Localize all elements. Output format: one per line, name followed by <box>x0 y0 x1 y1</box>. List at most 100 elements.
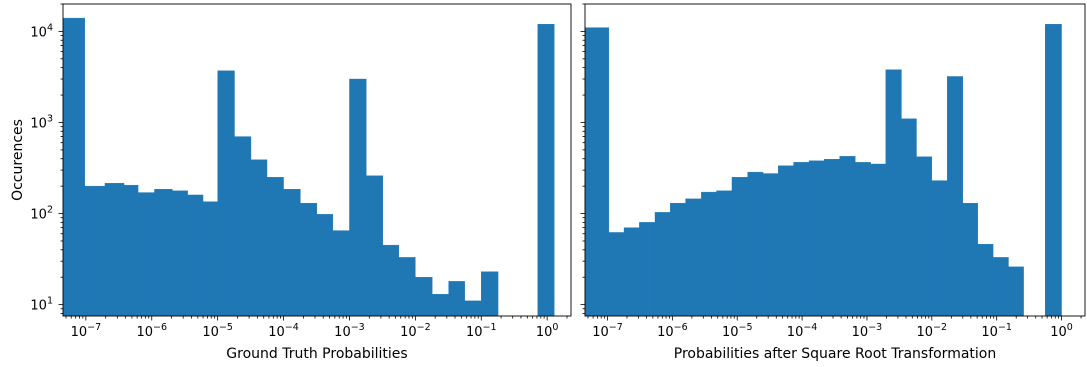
histogram-bar-12 <box>778 165 794 317</box>
x-tick-base: 10 <box>71 325 88 340</box>
y-axis-label: Occurences <box>10 119 26 201</box>
x-tick-base: 10 <box>202 325 219 340</box>
x-tick-label: 10−2 <box>917 322 948 340</box>
x-tick-base: 10 <box>268 325 285 340</box>
x-tick-label: 10−3 <box>852 322 883 340</box>
histogram-bar-14 <box>808 160 825 317</box>
y-axis-ticks <box>580 3 585 314</box>
x-axis-ticks <box>65 316 568 321</box>
right-histogram-panel: 10−7 10−6 10−5 10−4 10−3 10−2 10−1 100Probabili… <box>580 3 1086 362</box>
histogram-bar-7 <box>701 191 717 317</box>
histogram-bar-8 <box>716 190 733 317</box>
x-tick-base: 10 <box>852 325 869 340</box>
x-tick-label: 10−4 <box>268 322 299 340</box>
histogram-bar-9 <box>217 70 235 317</box>
x-tick-base: 10 <box>536 325 553 340</box>
x-tick-base: 10 <box>592 325 609 340</box>
x-tick-label: 100 <box>1050 322 1073 340</box>
x-tick-exponent: −5 <box>219 322 233 333</box>
x-tick-exponent: −7 <box>87 322 101 333</box>
x-axis-label: Probabilities after Square Root Transfor… <box>674 346 996 362</box>
x-tick-base: 10 <box>334 325 351 340</box>
histogram-bar-6 <box>685 198 702 317</box>
x-tick-label: 10−2 <box>400 322 431 340</box>
histogram-bar-19 <box>382 244 399 317</box>
x-tick-label: 10−1 <box>466 322 497 340</box>
histogram-bar-12 <box>266 177 284 317</box>
histogram-bar-13 <box>283 189 301 317</box>
x-tick-label: 100 <box>536 322 559 340</box>
x-tick-base: 10 <box>400 325 417 340</box>
axes-frame <box>584 3 1086 317</box>
y-tick-exponent: 4 <box>47 22 53 33</box>
x-tick-exponent: 0 <box>1067 322 1073 333</box>
histogram-bar-16 <box>839 156 856 317</box>
histogram-bar-20 <box>901 118 917 317</box>
x-tick-base: 10 <box>787 325 804 340</box>
x-tick-exponent: −2 <box>417 322 431 333</box>
histogram-bar-3 <box>639 222 656 317</box>
y-tick-exponent: 3 <box>47 113 53 124</box>
histogram-bar-4 <box>654 212 671 317</box>
y-tick-base: 10 <box>30 25 47 40</box>
histogram-bar-24 <box>962 202 978 317</box>
histogram-bar-21 <box>916 156 933 317</box>
histogram-bar-16 <box>332 230 350 317</box>
histogram-bar-1 <box>84 185 106 317</box>
x-tick-exponent: −3 <box>351 322 365 333</box>
histogram-bar-26 <box>537 24 555 317</box>
histogram-bar-2 <box>104 183 125 317</box>
left-histogram-panel: 10−7 10−6 10−5 10−4 10−3 10−2 10−1 100101102103… <box>10 3 572 362</box>
histogram-bar-18 <box>366 175 383 317</box>
x-tick-label: 10−6 <box>657 322 688 340</box>
histogram-bar-24 <box>464 300 482 317</box>
histogram-bar-26 <box>992 257 1009 317</box>
y-tick-label: 101 <box>30 296 53 314</box>
histogram-bar-15 <box>316 214 334 317</box>
x-tick-label: 10−1 <box>981 322 1012 340</box>
histogram-bar-13 <box>793 162 810 317</box>
x-tick-exponent: −4 <box>285 322 299 333</box>
x-tick-base: 10 <box>1050 325 1067 340</box>
histogram-bar-0 <box>584 27 610 317</box>
histogram-bar-28 <box>1044 24 1062 317</box>
y-tick-exponent: 2 <box>47 205 53 216</box>
x-tick-exponent: −1 <box>998 322 1012 333</box>
x-tick-exponent: −5 <box>738 322 752 333</box>
histogram-bar-18 <box>870 163 886 317</box>
x-axis-ticks <box>587 316 1082 321</box>
histogram-bar-2 <box>623 227 640 317</box>
histogram-bar-7 <box>187 194 204 317</box>
bars-group <box>62 17 555 317</box>
histogram-bar-17 <box>855 162 871 317</box>
x-tick-base: 10 <box>917 325 934 340</box>
x-tick-base: 10 <box>466 325 483 340</box>
histogram-bar-11 <box>762 173 779 317</box>
x-tick-base: 10 <box>136 325 153 340</box>
x-tick-label: 10−7 <box>71 322 102 340</box>
histogram-bar-0 <box>62 17 85 317</box>
histogram-bar-6 <box>172 190 188 317</box>
histogram-bar-22 <box>431 294 449 317</box>
axes-frame <box>62 3 572 317</box>
histogram-bar-17 <box>349 78 367 317</box>
x-tick-label: 10−5 <box>722 322 753 340</box>
histogram-bar-5 <box>154 189 173 317</box>
y-tick-label: 104 <box>30 22 53 40</box>
histogram-bar-3 <box>123 184 139 317</box>
x-tick-label: 10−6 <box>136 322 167 340</box>
histogram-bar-25 <box>481 271 499 317</box>
y-tick-base: 10 <box>30 208 47 223</box>
histogram-bar-4 <box>137 192 155 317</box>
y-tick-exponent: 1 <box>47 296 53 307</box>
histogram-bar-23 <box>448 281 465 317</box>
histogram-bar-9 <box>731 177 748 317</box>
x-tick-exponent: −2 <box>933 322 947 333</box>
histogram-bar-22 <box>931 180 948 317</box>
x-tick-exponent: −6 <box>153 322 167 333</box>
histogram-bar-27 <box>1008 266 1024 317</box>
histogram-bar-23 <box>947 76 963 317</box>
histogram-bar-25 <box>977 244 994 317</box>
x-tick-base: 10 <box>657 325 674 340</box>
